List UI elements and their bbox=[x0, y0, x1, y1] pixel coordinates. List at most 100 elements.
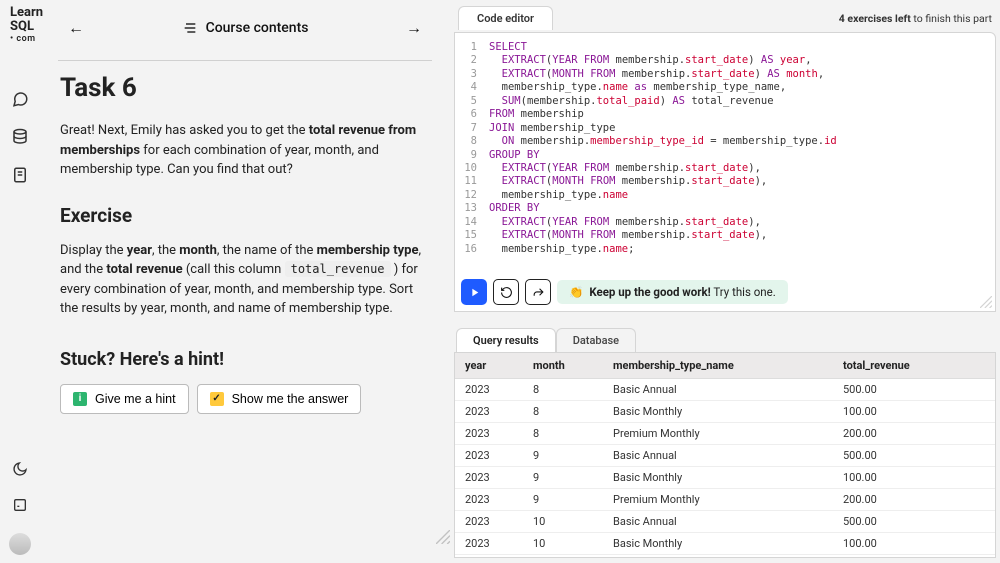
logo-line1: Learn bbox=[10, 6, 43, 20]
table-cell: 10 bbox=[523, 533, 603, 555]
t: total revenue bbox=[106, 262, 182, 277]
table-cell: 8 bbox=[523, 423, 603, 445]
encourage-banner: 👏 Keep up the good work! Try this one. bbox=[557, 280, 788, 304]
run-button[interactable] bbox=[461, 279, 487, 305]
table-row: 20239Basic Annual500.00 bbox=[455, 445, 995, 467]
table-cell: 2023 bbox=[455, 467, 523, 489]
t: month bbox=[179, 243, 217, 258]
table-cell: 2023 bbox=[455, 555, 523, 559]
resize-handle-icon[interactable] bbox=[436, 530, 450, 544]
table-row: 202310Premium Monthly200.00 bbox=[455, 555, 995, 559]
prev-arrow-icon[interactable]: ← bbox=[68, 18, 84, 38]
task-intro: Great! Next, Emily has asked you to get … bbox=[60, 121, 430, 180]
next-arrow-icon[interactable]: → bbox=[406, 18, 422, 38]
encourage-rest: Try this one. bbox=[711, 285, 776, 299]
table-row: 20239Premium Monthly200.00 bbox=[455, 489, 995, 511]
table-cell: 100.00 bbox=[833, 533, 995, 555]
course-contents-button[interactable]: Course contents bbox=[182, 20, 309, 36]
hint-heading: Stuck? Here's a hint! bbox=[60, 349, 430, 370]
logo[interactable]: Learn SQL • com bbox=[10, 6, 43, 44]
answer-icon: ✓ bbox=[210, 392, 224, 406]
results-table: yearmonthmembership_type_nametotal_reven… bbox=[455, 353, 995, 558]
moon-icon[interactable] bbox=[12, 461, 28, 481]
reset-button[interactable] bbox=[493, 279, 519, 305]
t: membership type bbox=[317, 243, 419, 258]
table-cell: 10 bbox=[523, 555, 603, 559]
exercises-left: 4 exercises left to finish this part bbox=[839, 12, 992, 25]
table-cell: 2023 bbox=[455, 423, 523, 445]
tab-database[interactable]: Database bbox=[556, 328, 636, 352]
exercise-heading: Exercise bbox=[60, 204, 430, 227]
code-editor[interactable]: 12345678910111213141516 SELECT EXTRACT(Y… bbox=[454, 32, 996, 312]
table-cell: 200.00 bbox=[833, 423, 995, 445]
table-cell: 2023 bbox=[455, 445, 523, 467]
table-row: 20239Basic Monthly100.00 bbox=[455, 467, 995, 489]
table-cell: 2023 bbox=[455, 511, 523, 533]
table-cell: 200.00 bbox=[833, 555, 995, 559]
table-cell: 10 bbox=[523, 511, 603, 533]
table-cell: 2023 bbox=[455, 379, 523, 401]
table-cell: Basic Annual bbox=[603, 379, 833, 401]
exercises-left-count: 4 exercises left bbox=[839, 12, 911, 25]
table-cell: 8 bbox=[523, 379, 603, 401]
course-bar: ← Course contents → bbox=[58, 0, 432, 56]
table-row: 20238Premium Monthly200.00 bbox=[455, 423, 995, 445]
code-area[interactable]: SELECT EXTRACT(YEAR FROM membership.star… bbox=[483, 33, 995, 311]
col-header: total_revenue bbox=[833, 353, 995, 379]
share-button[interactable] bbox=[525, 279, 551, 305]
logo-line2: SQL bbox=[10, 20, 43, 34]
col-header: month bbox=[523, 353, 603, 379]
database-icon[interactable] bbox=[11, 128, 29, 146]
code-literal: total_revenue bbox=[285, 261, 391, 277]
right-area: Code editor 4 exercises left to finish t… bbox=[454, 6, 996, 558]
table-cell: Basic Monthly bbox=[603, 467, 833, 489]
exercises-left-rest: to finish this part bbox=[911, 12, 992, 25]
table-cell: 2023 bbox=[455, 533, 523, 555]
table-cell: Basic Monthly bbox=[603, 401, 833, 423]
table-cell: Premium Monthly bbox=[603, 555, 833, 559]
table-row: 20238Basic Annual500.00 bbox=[455, 379, 995, 401]
col-header: membership_type_name bbox=[603, 353, 833, 379]
table-cell: 500.00 bbox=[833, 379, 995, 401]
answer-button-label: Show me the answer bbox=[232, 392, 349, 406]
table-cell: Basic Annual bbox=[603, 511, 833, 533]
table-cell: 2023 bbox=[455, 489, 523, 511]
results-tabs: Query results Database bbox=[454, 328, 996, 352]
t: (call this column bbox=[183, 262, 285, 277]
editor-resize-icon[interactable] bbox=[980, 296, 992, 308]
results-panel: yearmonthmembership_type_nametotal_reven… bbox=[454, 352, 996, 558]
col-header: year bbox=[455, 353, 523, 379]
chat-icon[interactable] bbox=[11, 90, 29, 108]
divider bbox=[58, 60, 432, 61]
t: , the bbox=[152, 243, 179, 258]
t: , the name of the bbox=[217, 243, 317, 258]
table-row: 20238Basic Monthly100.00 bbox=[455, 401, 995, 423]
table-cell: Premium Monthly bbox=[603, 423, 833, 445]
tab-query-results[interactable]: Query results bbox=[456, 328, 556, 352]
sidebar bbox=[0, 90, 40, 184]
sidebar-bottom bbox=[0, 461, 40, 555]
list-icon bbox=[182, 20, 198, 36]
table-cell: 500.00 bbox=[833, 445, 995, 467]
table-cell: 9 bbox=[523, 467, 603, 489]
table-row: 202310Basic Monthly100.00 bbox=[455, 533, 995, 555]
table-cell: Premium Monthly bbox=[603, 489, 833, 511]
course-contents-label: Course contents bbox=[206, 20, 309, 36]
hint-button[interactable]: i Give me a hint bbox=[60, 384, 189, 414]
table-cell: 9 bbox=[523, 445, 603, 467]
task-title: Task 6 bbox=[60, 73, 430, 103]
instructions-panel: ← Course contents → Task 6 Great! Next, … bbox=[50, 0, 440, 563]
table-cell: 100.00 bbox=[833, 401, 995, 423]
answer-button[interactable]: ✓ Show me the answer bbox=[197, 384, 362, 414]
avatar[interactable] bbox=[9, 533, 31, 555]
table-cell: 8 bbox=[523, 401, 603, 423]
code-editor-tab[interactable]: Code editor bbox=[458, 6, 553, 30]
feedback-icon[interactable] bbox=[12, 497, 28, 517]
editor-actions: 👏 Keep up the good work! Try this one. bbox=[461, 279, 989, 305]
clap-icon: 👏 bbox=[569, 285, 583, 299]
share-arrow-icon bbox=[532, 286, 545, 299]
undo-icon bbox=[500, 286, 513, 299]
notes-icon[interactable] bbox=[11, 166, 29, 184]
exercise-text: Display the year, the month, the name of… bbox=[60, 241, 430, 319]
table-row: 202310Basic Annual500.00 bbox=[455, 511, 995, 533]
